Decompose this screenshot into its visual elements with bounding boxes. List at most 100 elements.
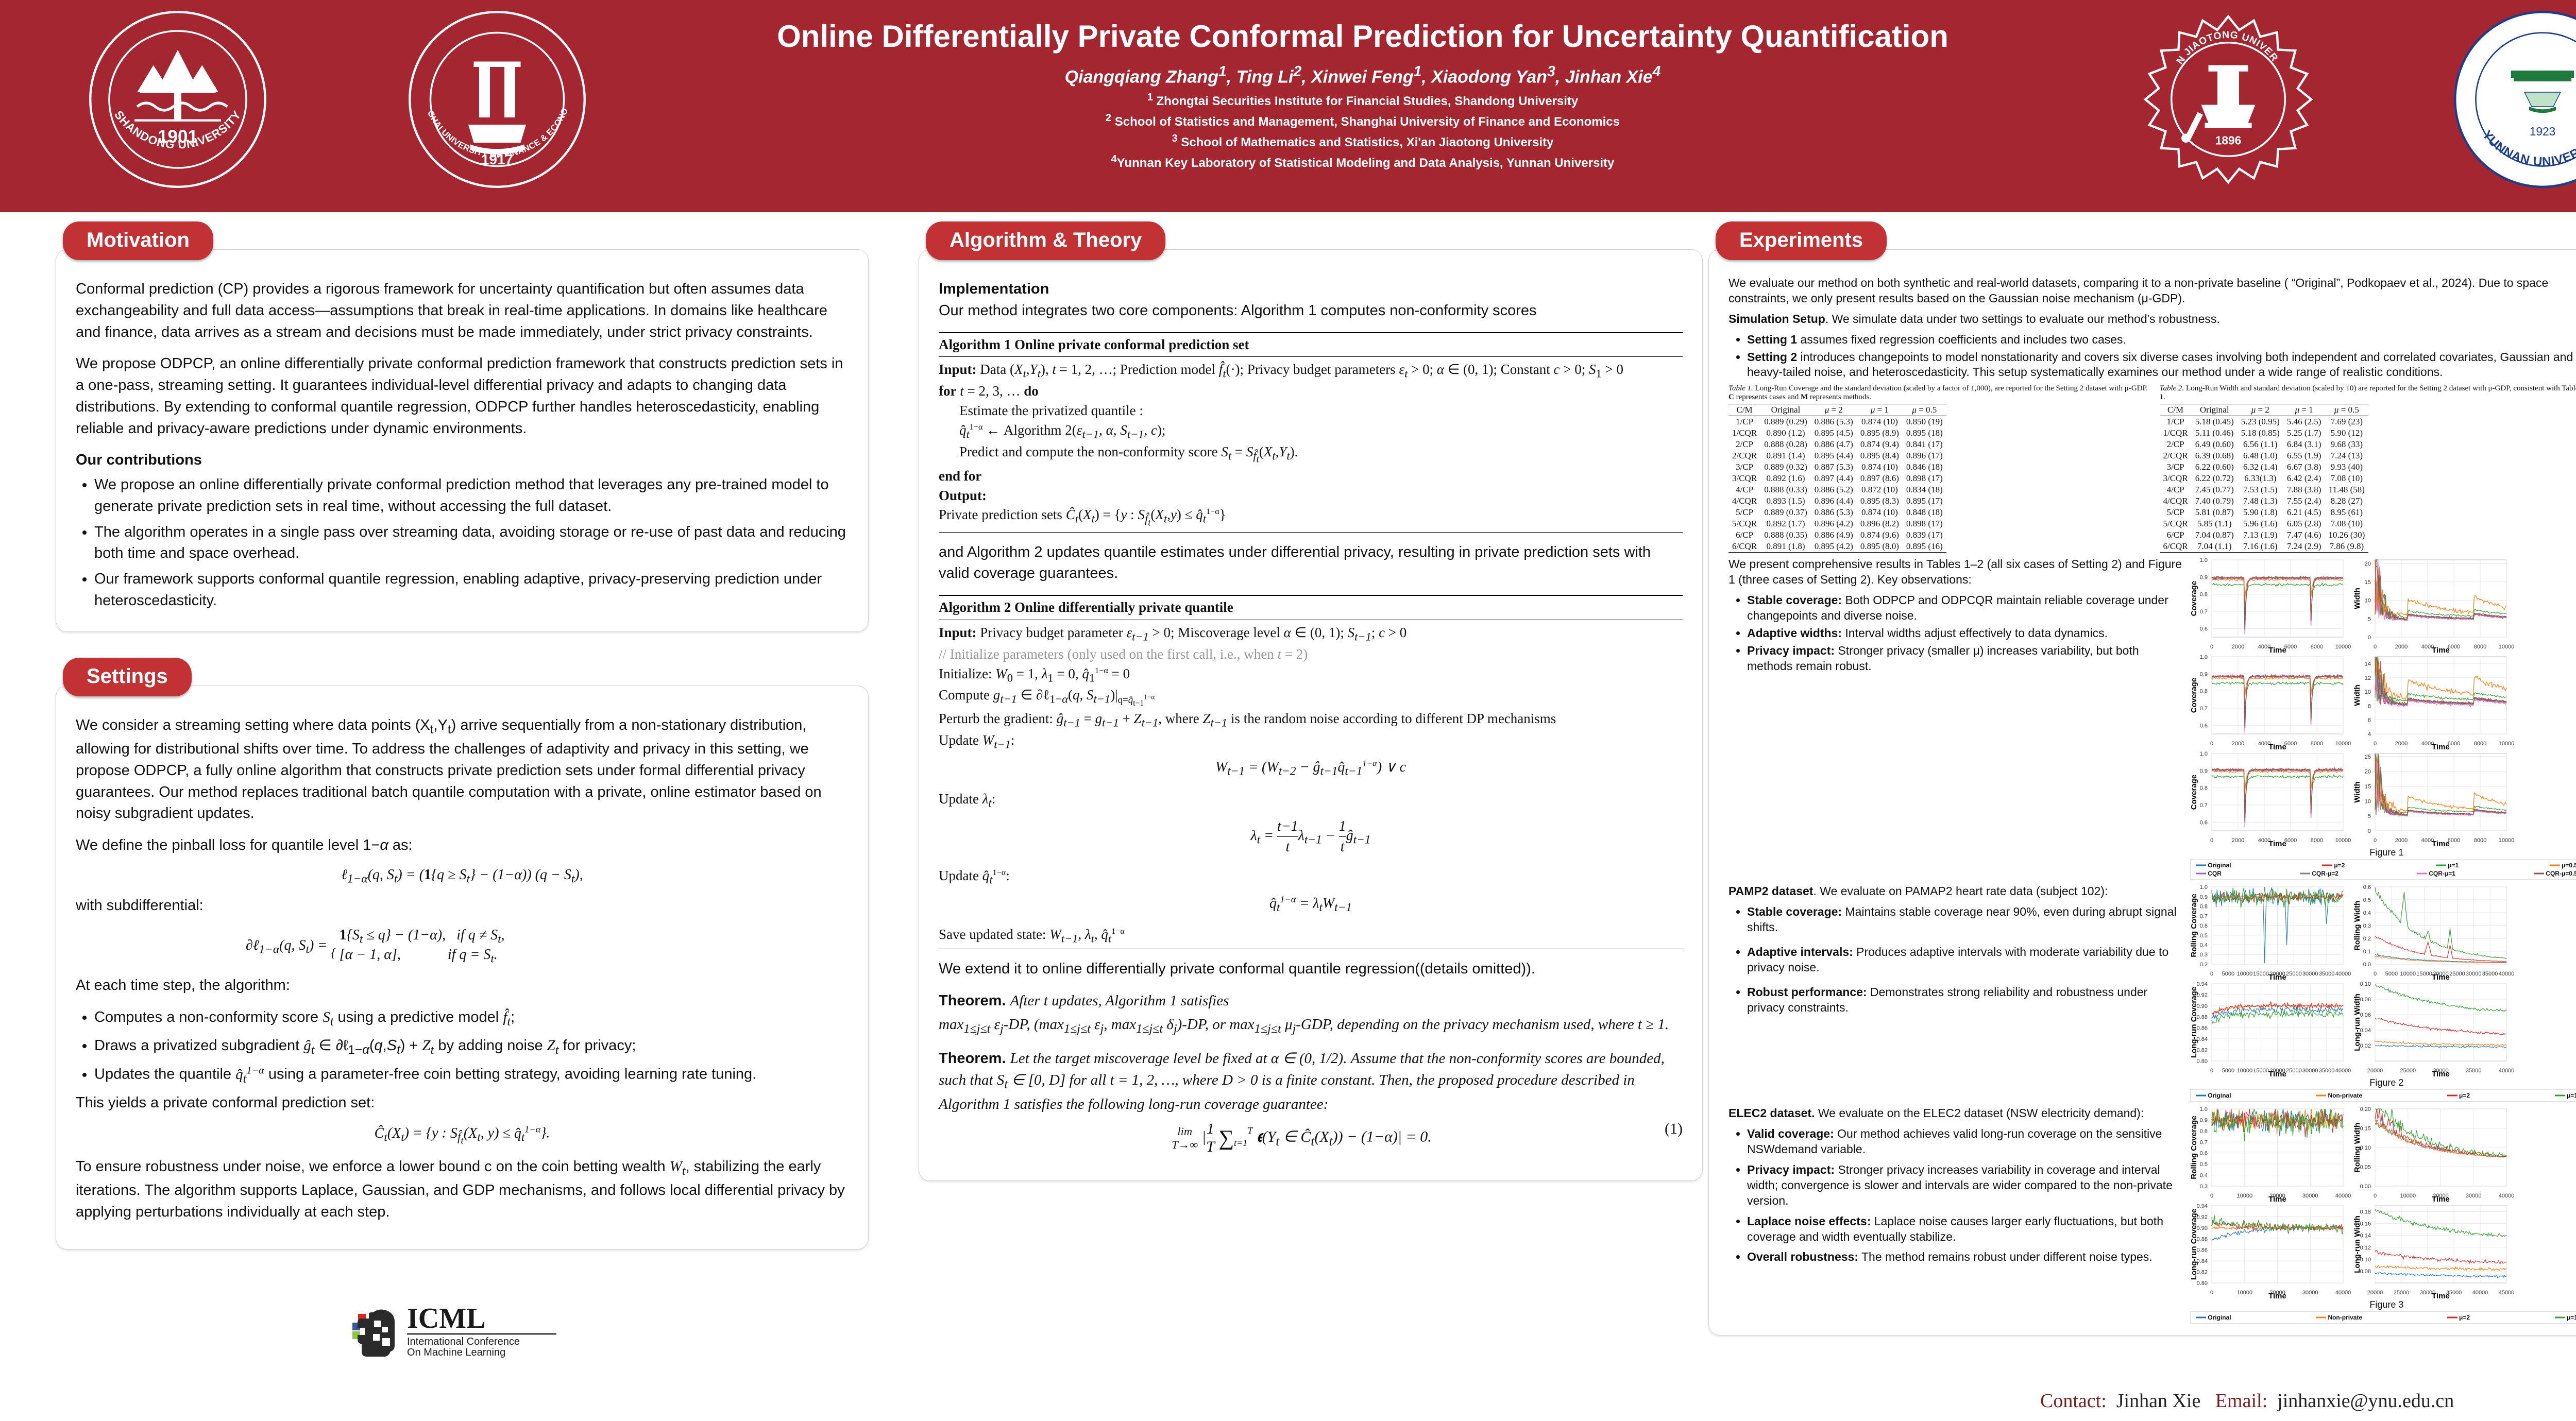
svg-text:1.0: 1.0 [2200,884,2208,891]
svg-text:35000: 35000 [2466,1068,2482,1074]
svg-text:Rolling Width: Rolling Width [2353,901,2362,951]
svg-text:1.0: 1.0 [2200,557,2208,563]
svg-text:0.80: 0.80 [2196,1280,2207,1287]
svg-text:15: 15 [2365,784,2371,790]
svg-text:Time: Time [2432,646,2450,654]
svg-text:0.4: 0.4 [2200,943,2208,949]
svg-text:40000: 40000 [2335,1068,2351,1074]
svg-text:15: 15 [2365,579,2371,586]
svg-text:0: 0 [2210,644,2213,650]
svg-text:8000: 8000 [2474,837,2486,844]
svg-text:0.6: 0.6 [2200,626,2208,632]
svg-text:35000: 35000 [2482,971,2498,977]
svg-text:1923: 1923 [2530,125,2556,138]
svg-text:On Machine Learning: On Machine Learning [407,1347,505,1358]
svg-text:12: 12 [2365,675,2371,681]
svg-text:1901: 1901 [158,127,198,147]
svg-text:14: 14 [2365,661,2371,667]
svg-text:0.5: 0.5 [2200,1161,2208,1168]
svg-text:0: 0 [2210,837,2213,844]
svg-text:0: 0 [2374,837,2377,844]
svg-text:Time: Time [2268,646,2286,654]
svg-text:0: 0 [2374,971,2377,977]
svg-text:0.5: 0.5 [2363,897,2371,903]
svg-text:25000: 25000 [2400,1068,2416,1074]
svg-text:40000: 40000 [2335,1290,2351,1296]
svg-text:0.8: 0.8 [2200,904,2208,910]
svg-text:10000: 10000 [2499,644,2515,650]
svg-text:8000: 8000 [2474,644,2486,650]
svg-text:30000: 30000 [2302,971,2318,977]
svg-text:40000: 40000 [2499,971,2515,977]
svg-text:Time: Time [2432,1195,2450,1203]
svg-text:Time: Time [2268,1292,2286,1299]
svg-text:25000: 25000 [2286,1068,2302,1074]
svg-text:0: 0 [2210,971,2213,977]
svg-text:ICML: ICML [407,1303,485,1334]
svg-text:0.6: 0.6 [2200,1151,2208,1157]
svg-text:1.0: 1.0 [2200,654,2208,660]
svg-text:Time: Time [2268,1195,2286,1203]
svg-text:1.0: 1.0 [2200,751,2208,757]
svg-text:1896: 1896 [2215,134,2242,147]
svg-text:2000: 2000 [2395,644,2408,650]
svg-text:0.7: 0.7 [2200,1140,2208,1146]
svg-text:0: 0 [2210,1290,2213,1296]
svg-text:0.9: 0.9 [2200,768,2208,775]
svg-text:0.2: 0.2 [2363,936,2371,942]
svg-text:10000: 10000 [2499,741,2515,747]
svg-text:0.2: 0.2 [2200,962,2208,968]
svg-text:10: 10 [2365,598,2371,604]
svg-text:0.9: 0.9 [2200,1118,2208,1124]
svg-text:35000: 35000 [2319,1068,2335,1074]
svg-text:0.3: 0.3 [2200,952,2208,958]
svg-text:Width: Width [2353,588,2362,610]
svg-text:0: 0 [2368,635,2371,641]
svg-text:1917: 1917 [481,151,513,167]
svg-text:0.7: 0.7 [2200,706,2208,712]
svg-text:0.8: 0.8 [2200,1128,2208,1135]
svg-text:0.6: 0.6 [2200,923,2208,929]
svg-text:0.8: 0.8 [2200,785,2208,792]
svg-text:0.6: 0.6 [2200,820,2208,826]
svg-text:0: 0 [2374,741,2377,747]
svg-text:10000: 10000 [2335,741,2351,747]
svg-text:10000: 10000 [2400,971,2416,977]
svg-text:Time: Time [2432,973,2450,981]
svg-text:8000: 8000 [2311,644,2323,650]
svg-text:0.6: 0.6 [2200,723,2208,729]
svg-text:0.80: 0.80 [2196,1058,2207,1065]
svg-text:0.00: 0.00 [2360,1184,2370,1190]
svg-text:Time: Time [2268,973,2286,981]
svg-text:1.0: 1.0 [2200,1106,2208,1112]
svg-text:5: 5 [2368,617,2371,623]
svg-text:International Conference: International Conference [407,1336,520,1347]
svg-text:Coverage: Coverage [2190,678,2198,713]
svg-text:0: 0 [2368,828,2371,834]
svg-text:40000: 40000 [2335,971,2351,977]
svg-text:0: 0 [2374,644,2377,650]
svg-text:0.94: 0.94 [2196,1203,2207,1209]
svg-text:0.7: 0.7 [2200,609,2208,615]
svg-text:0.4: 0.4 [2200,1173,2208,1179]
svg-text:10: 10 [2365,690,2371,696]
svg-text:8000: 8000 [2311,837,2323,844]
svg-text:Long-run Width: Long-run Width [2353,994,2362,1052]
svg-text:0.1: 0.1 [2363,949,2371,955]
svg-text:Long-run Coverage: Long-run Coverage [2190,987,2198,1058]
svg-text:40000: 40000 [2499,1068,2515,1074]
svg-text:20: 20 [2365,561,2371,567]
svg-text:Width: Width [2353,685,2362,707]
svg-text:10000: 10000 [2236,971,2252,977]
svg-text:10000: 10000 [2499,837,2515,844]
svg-text:0.10: 0.10 [2360,981,2370,987]
svg-text:5000: 5000 [2222,1068,2234,1074]
svg-text:0.3: 0.3 [2200,1184,2208,1190]
svg-text:15000: 15000 [2416,971,2432,977]
svg-text:10000: 10000 [2236,1193,2252,1199]
svg-text:0.7: 0.7 [2200,802,2208,809]
svg-text:Rolling Width: Rolling Width [2353,1123,2362,1173]
svg-text:0: 0 [2210,741,2213,747]
svg-text:0.6: 0.6 [2363,884,2371,891]
svg-text:0.0: 0.0 [2363,962,2371,968]
